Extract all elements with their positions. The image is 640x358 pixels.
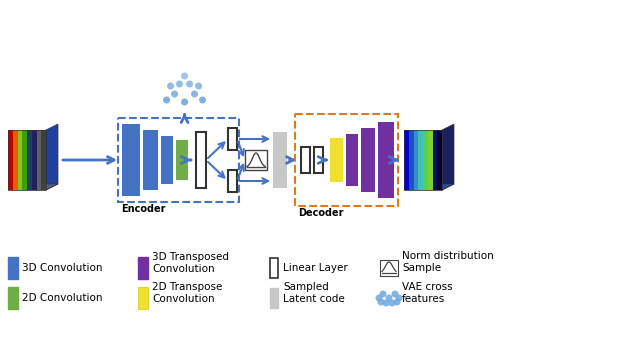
Bar — [138, 257, 148, 279]
Bar — [245, 150, 267, 170]
Bar — [8, 257, 18, 279]
Bar — [143, 130, 158, 190]
Bar — [228, 128, 237, 150]
Bar — [161, 136, 173, 184]
Circle shape — [163, 97, 170, 103]
Bar — [437, 130, 442, 190]
Bar — [409, 130, 413, 190]
Circle shape — [171, 91, 178, 97]
Bar — [196, 132, 206, 188]
Bar — [404, 130, 442, 190]
Bar — [380, 260, 398, 276]
Circle shape — [181, 98, 188, 106]
Circle shape — [191, 91, 198, 97]
Polygon shape — [404, 184, 454, 190]
Circle shape — [176, 81, 183, 87]
Text: 3D Convolution: 3D Convolution — [22, 263, 102, 273]
Text: Encoder: Encoder — [121, 204, 166, 214]
Text: Linear Layer: Linear Layer — [283, 263, 348, 273]
Polygon shape — [442, 124, 454, 190]
Circle shape — [388, 300, 396, 306]
Circle shape — [385, 295, 392, 301]
Bar — [176, 140, 188, 180]
Bar — [270, 258, 278, 278]
Bar — [404, 130, 409, 190]
Bar — [423, 130, 428, 190]
Circle shape — [394, 299, 401, 305]
Bar — [32, 130, 36, 190]
Text: Norm distribution
Sample: Norm distribution Sample — [402, 251, 493, 273]
Text: VAE cross
features: VAE cross features — [402, 282, 452, 304]
Bar — [122, 124, 140, 196]
Bar — [428, 130, 433, 190]
Circle shape — [167, 82, 174, 90]
Circle shape — [378, 299, 385, 305]
Bar — [36, 130, 41, 190]
Polygon shape — [8, 184, 58, 190]
Bar — [8, 287, 18, 309]
Circle shape — [199, 97, 206, 103]
Bar — [22, 130, 27, 190]
Text: 2D Convolution: 2D Convolution — [22, 293, 102, 303]
Bar — [228, 170, 237, 192]
Bar — [13, 130, 17, 190]
Bar — [433, 130, 437, 190]
Bar — [27, 130, 32, 190]
Bar — [8, 130, 46, 190]
Bar — [378, 122, 394, 198]
Bar — [419, 130, 423, 190]
Circle shape — [186, 81, 193, 87]
Bar — [41, 130, 46, 190]
Text: Decoder: Decoder — [298, 208, 344, 218]
Text: 3D Transposed
Convolution: 3D Transposed Convolution — [152, 252, 229, 274]
Bar — [361, 128, 375, 192]
Bar — [17, 130, 22, 190]
Circle shape — [383, 300, 390, 306]
Bar — [346, 134, 358, 186]
Circle shape — [195, 82, 202, 90]
Bar — [295, 114, 398, 206]
Bar — [8, 130, 13, 190]
Circle shape — [396, 295, 403, 301]
Text: 2D Transpose
Convolution: 2D Transpose Convolution — [152, 282, 222, 304]
Polygon shape — [46, 124, 58, 190]
Circle shape — [392, 290, 399, 297]
Bar — [314, 147, 323, 173]
Circle shape — [376, 295, 383, 301]
Bar — [413, 130, 419, 190]
Bar — [270, 288, 278, 308]
Circle shape — [380, 290, 387, 297]
Bar — [273, 132, 287, 188]
Circle shape — [181, 73, 188, 79]
Bar — [138, 287, 148, 309]
Bar — [118, 118, 239, 202]
Bar — [330, 138, 343, 182]
Bar — [301, 147, 310, 173]
Text: Sampled
Latent code: Sampled Latent code — [283, 282, 345, 304]
